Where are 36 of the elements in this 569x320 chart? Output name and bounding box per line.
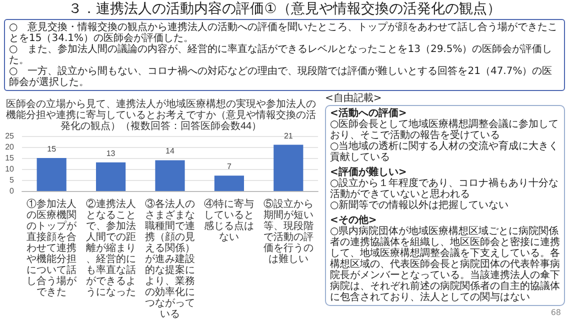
data-label: 21 xyxy=(284,131,294,140)
bar xyxy=(214,176,244,191)
data-label: 14 xyxy=(166,146,175,156)
text: <活動への評価> xyxy=(330,108,408,119)
text: ○ また、参加法人間の議論の内容が、経営的に率直な話ができるレベルとなったことを13（29.5%）の医師会が評価した。 xyxy=(9,44,554,66)
y-tick-label: 5 xyxy=(10,176,15,184)
chart-title: 医師会の立場から見て、連携法人が地域医療構想の実現や参加法人の機能分担や連携に寄与しているとお考えですか（意見や情報交換の活発化の観点）（複数回答：回答医師会数44） xyxy=(6,98,316,132)
y-tick-label: 0 xyxy=(10,186,15,196)
category-label: ②連携法人となることで、参加法人間での距離が縮まり、経営的にも率直な話ができるようになった xyxy=(86,199,136,298)
bar xyxy=(274,144,304,191)
bar xyxy=(96,162,126,191)
data-label: 7 xyxy=(226,162,232,172)
data-label: 13 xyxy=(106,148,116,158)
text: ○新聞等での情報以外は把握していない xyxy=(330,200,510,211)
text: ○ 意見交換・情報交換の観点から連携法人の活動への評価を聞いたところ、トップが顔をあわせて話し合う場ができたことを15（34.1%）の医師会が評価した。 xyxy=(9,22,559,44)
category-label: ③各法人のさまざまな職種間で連携（顔の見える関係）が進み建設的な提案により、業務の効率化につながっている xyxy=(145,199,195,320)
y-tick-label: 15 xyxy=(5,154,15,162)
category-label: ①参加法人の医療機関のトップが直接顔を合わせて連携や機能分担について話し合う場ができた xyxy=(26,199,77,298)
bar xyxy=(36,158,66,191)
text: ○ 一方、設立から間もない、コロナ禍への対応などの理由で、現段階では評価が難しいとする回答を21（47.7%）の医師会が選択した。 xyxy=(9,66,554,88)
text: <評価が難しい> xyxy=(330,167,408,178)
text: <自由記載> xyxy=(325,93,383,104)
data-label: 15 xyxy=(47,144,57,154)
x-tick-label: ④特に寄与していると感じる点はない xyxy=(204,198,254,243)
text: ○当地域の透析に関する人材の交流や育成に大きく貢献している xyxy=(330,141,560,163)
text: ３．連携法人の活動内容の評価①（意見や情報交換の活発化の観点） xyxy=(67,1,502,18)
text: <その他> xyxy=(330,215,377,226)
text: ○医師会長として地域医療構想調整会議に参加しており、そこで活動の報告を受けている xyxy=(330,119,560,141)
y-tick-label: 20 xyxy=(5,142,15,152)
y-tick-label: 10 xyxy=(5,164,15,174)
text: 68 xyxy=(550,308,561,317)
text: ○設立から１年程度であり、コロナ禍もあり十分な活動ができていないと思われる xyxy=(330,178,560,200)
text: ○県内病院団体が地域医療構想区域ごとに病院関係者の連携協議体を組織し、地区医師会と密接に連携して、地域医療構想調整会議を下支えしている。各構想区域の、代表医師会長と病院団体の代表幹事病院長がメンバーとなっている。当該連携法人の傘下病院は、それぞれ前述の病院関係者の自主的協議体に包含されており、法人としての関与はない xyxy=(330,226,560,303)
bar xyxy=(155,160,185,191)
x-tick-label: ⑤設立から期間が短い等、現段階で活動の評価を行うのは難しい xyxy=(263,198,314,265)
y-tick-label: 25 xyxy=(5,132,15,140)
